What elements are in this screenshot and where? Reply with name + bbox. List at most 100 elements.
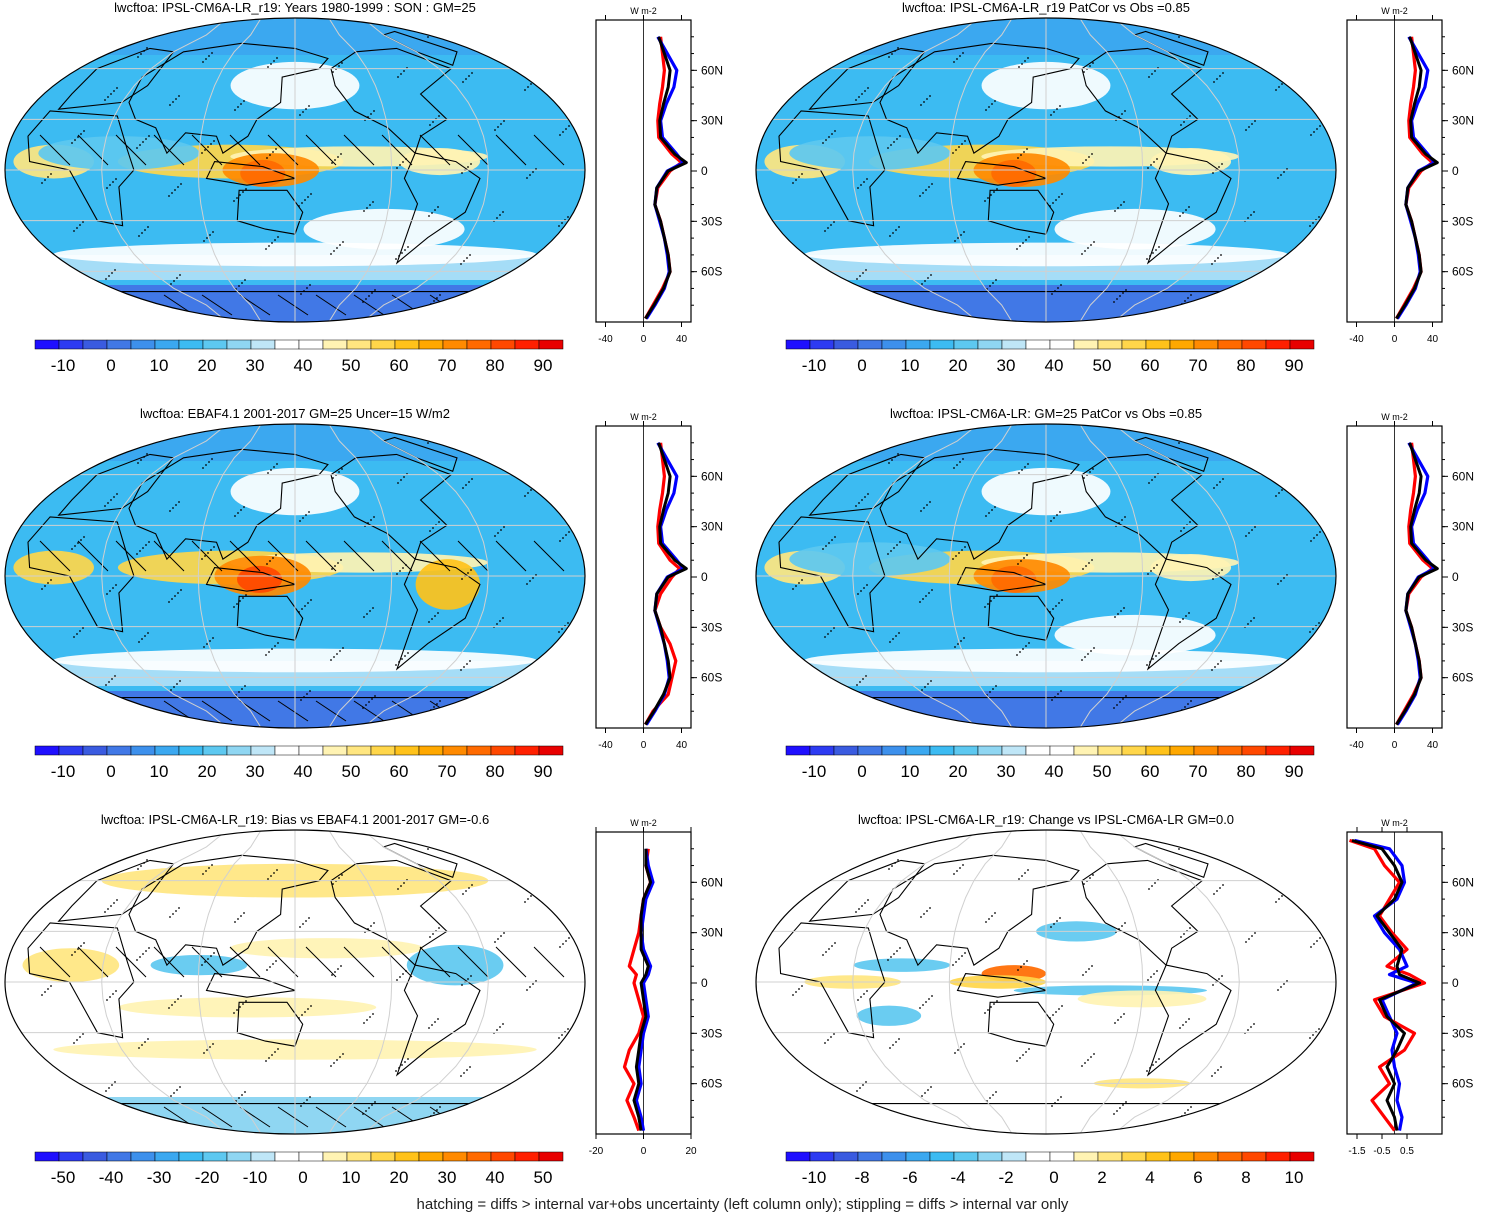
stipple-dot [962,458,964,460]
stipple-dot [888,56,890,58]
stipple-dot [209,1046,211,1048]
stipple-dot [529,580,531,582]
stipple-dot [958,958,960,960]
gridline-lon [362,830,489,1134]
stipple-dot [467,166,469,168]
lat-tick-label: 30N [701,926,723,940]
stipple-dot [77,948,79,950]
stipple-dot [115,178,117,180]
lat-tick-label: 60N [1452,63,1474,77]
field-blob [415,559,481,610]
stipple-dot [921,283,923,285]
continent-north-america [330,453,453,561]
stipple-dot [277,1048,279,1050]
hatch-line [239,700,271,722]
stipple-dot [74,139,76,141]
colorbar-label: 90 [1285,762,1304,781]
stipple-dot [1275,901,1277,903]
stipple-dot [1150,164,1152,166]
stipple-dot [929,95,931,97]
stipple-dot [1178,36,1180,38]
stipple-dot [926,910,928,912]
stipple-dot [266,969,268,971]
stipple-dot [204,149,206,151]
colorbar-box [226,745,252,756]
stipple-dot [1311,43,1313,45]
stipple-dot [107,908,109,910]
gridline-lon [948,830,1013,1134]
stipple-dot [528,671,530,673]
colorbar-box [322,745,348,756]
stipple-dot [369,1016,371,1018]
stipple-dot [306,287,308,289]
stipple-dot [429,530,431,532]
stipple-dot [45,494,47,496]
stipple-dot [1027,463,1029,465]
stipple-dot [796,494,798,496]
stipple-dot [834,536,836,538]
hatch-line [419,540,451,572]
stipple-dot [468,75,470,77]
stipple-dot [1317,443,1319,445]
stipple-dot [790,94,792,96]
hatch-line [381,946,413,978]
stipple-dot [19,440,21,442]
gridline-lon [852,18,979,322]
stipple-dot [1284,80,1286,82]
stipple-dot [403,882,405,884]
stipple-dot [566,443,568,445]
stipple-dot [989,1097,991,1099]
stipple-dot [269,154,271,156]
continent-south-america [395,964,481,1077]
stipple-dot [1188,1018,1190,1020]
colorbar-box [490,1151,516,1162]
stipple-dot [43,1082,45,1084]
stipple-dot [1121,519,1123,521]
stipple-dot [1018,66,1020,68]
stipple-dot [1187,1109,1189,1111]
hatch-line [49,294,81,316]
stipple-dot [964,952,966,954]
stipple-dot [956,464,958,466]
stipple-dot [239,194,241,196]
world-map [755,423,1337,729]
continent-africa [778,922,886,1039]
gridline-lon [328,424,393,728]
world-map [755,829,1337,1135]
stipple-dot [888,462,890,464]
stipple-dot [365,298,367,300]
stipple-dot [1280,986,1282,988]
colorbar-box [130,339,156,350]
stipple-dot [499,214,501,216]
stipple-dot [363,1022,365,1024]
stipple-dot [73,636,75,638]
stipple-dot [794,676,796,678]
colorbar-box [1193,339,1219,350]
stipple-dot [562,131,564,133]
lat-tick-label: 60S [701,671,722,685]
stipple-dot [1279,265,1281,267]
stipple-dot [503,526,505,528]
continent-north-america [330,47,453,155]
stipple-dot [990,1006,992,1008]
colorbar-label: 80 [486,356,505,375]
colorbar-box [881,339,907,350]
stipple-dot [1251,935,1253,937]
colorbar-label: 60 [390,356,409,375]
stipple-dot [1125,1101,1127,1103]
stipple-dot [1254,120,1256,122]
stipple-dot [1313,537,1315,539]
mean-line [644,442,688,726]
colorbar-label: 80 [1237,762,1256,781]
colorbar-label: 60 [1141,762,1160,781]
stipple-dot [1189,927,1191,929]
stipple-dot [276,869,278,871]
stipple-dot [834,130,836,132]
stipple-dot [1018,472,1020,474]
stipple-dot [437,612,439,614]
lat-tick-label: 0 [1452,164,1459,178]
hatch-line [153,134,185,166]
mean-line [644,36,688,320]
stipple-dot [242,597,244,599]
stipple-dot [1314,852,1316,854]
